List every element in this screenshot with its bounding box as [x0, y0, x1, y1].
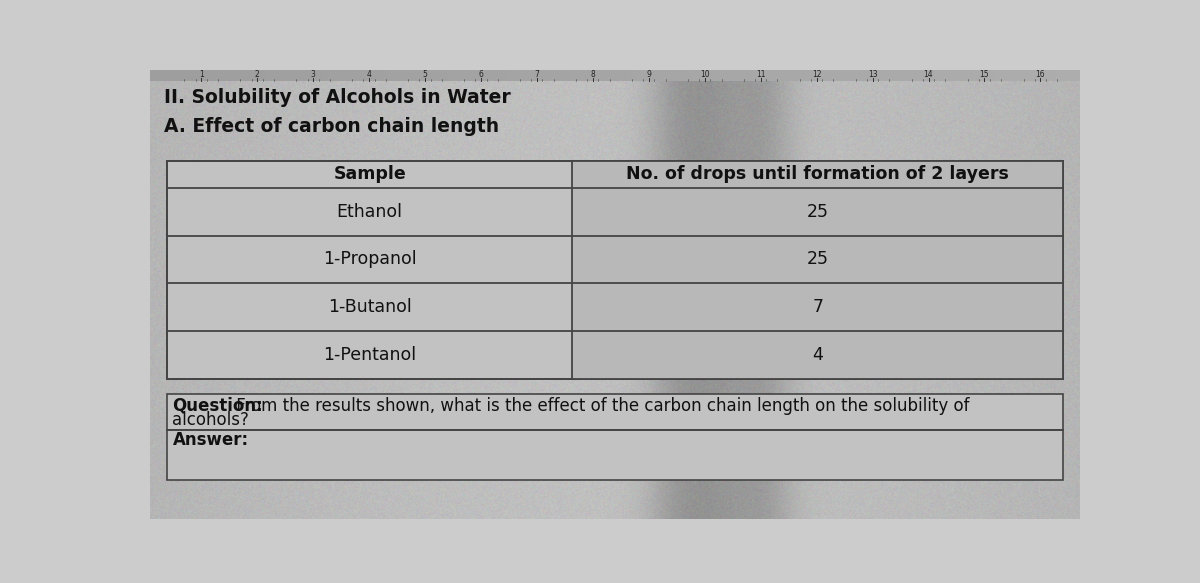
Text: 2: 2 — [254, 71, 259, 79]
Text: 4: 4 — [812, 346, 823, 364]
Text: 7: 7 — [812, 298, 823, 316]
Bar — [572, 161, 1063, 379]
Bar — [167, 161, 1063, 379]
Text: 25: 25 — [806, 250, 829, 268]
Text: 12: 12 — [812, 71, 821, 79]
Text: 10: 10 — [700, 71, 709, 79]
Text: 13: 13 — [868, 71, 877, 79]
Text: 7: 7 — [534, 71, 539, 79]
Text: A. Effect of carbon chain length: A. Effect of carbon chain length — [164, 117, 499, 136]
Bar — [167, 394, 1063, 430]
Text: 1: 1 — [199, 71, 204, 79]
Text: 1-Butanol: 1-Butanol — [328, 298, 412, 316]
Text: 16: 16 — [1036, 71, 1045, 79]
Text: Ethanol: Ethanol — [337, 203, 403, 220]
Text: 15: 15 — [979, 71, 989, 79]
Text: Question:: Question: — [173, 397, 263, 415]
Text: 1-Pentanol: 1-Pentanol — [323, 346, 416, 364]
Text: No. of drops until formation of 2 layers: No. of drops until formation of 2 layers — [626, 166, 1009, 183]
Text: 5: 5 — [422, 71, 427, 79]
Text: 8: 8 — [590, 71, 595, 79]
Text: 6: 6 — [479, 71, 484, 79]
Text: From the results shown, what is the effect of the carbon chain length on the sol: From the results shown, what is the effe… — [230, 397, 970, 415]
Text: Answer:: Answer: — [173, 431, 248, 449]
Text: 14: 14 — [924, 71, 934, 79]
Text: 3: 3 — [311, 71, 316, 79]
Text: 4: 4 — [367, 71, 372, 79]
Text: 9: 9 — [647, 71, 652, 79]
Text: Sample: Sample — [334, 166, 406, 183]
Text: 11: 11 — [756, 71, 766, 79]
Text: 1-Propanol: 1-Propanol — [323, 250, 416, 268]
Text: 25: 25 — [806, 203, 829, 220]
Text: alcohols?: alcohols? — [173, 410, 250, 429]
Bar — [167, 430, 1063, 480]
Text: II. Solubility of Alcohols in Water: II. Solubility of Alcohols in Water — [164, 88, 511, 107]
